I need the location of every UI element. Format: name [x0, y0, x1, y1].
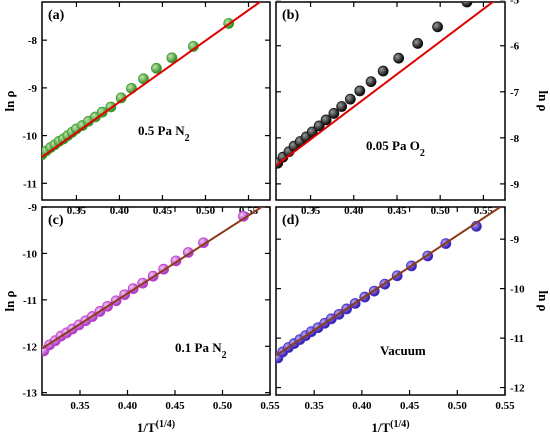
panel-d-x-tick-label: 0.40: [352, 400, 372, 412]
panel-a-tag: (a): [48, 8, 65, 23]
panel-a-plot-area: [42, 2, 262, 161]
panel-b-y-tick-label: -7: [510, 87, 520, 99]
panel-c-y-tick-label: -13: [22, 388, 37, 400]
panel-b-x-tick-label: 0.35: [301, 205, 321, 217]
panel-c-x-tick-label: 0.45: [165, 400, 185, 412]
panel-d-x-tick-label: 0.55: [495, 400, 515, 412]
panel-d-y-tick-label: -9: [510, 234, 520, 246]
panel-c-plot-area: [42, 207, 264, 357]
panel-d-y-tick-label: -12: [510, 383, 525, 395]
panel-b-data-point: [336, 101, 348, 112]
panel-c-y-axis-label: ln ρ: [2, 290, 17, 311]
panel-c-x-tick-label: 0.55: [260, 400, 280, 412]
panel-b-x-tick-label: 0.40: [344, 205, 364, 217]
panel-b-tag: (b): [282, 8, 299, 23]
panel-a-y-tick-label: -8: [28, 35, 38, 47]
panel-b-plot-area: [276, 2, 495, 169]
panel-b-y-axis-label: ln ρ: [536, 90, 550, 111]
panel-b-y-tick-label: -6: [510, 41, 520, 53]
panel-a-x-tick-label: 0.50: [196, 205, 216, 217]
panel-c-x-tick-label: 0.40: [118, 400, 138, 412]
panel-b-data-point: [377, 65, 389, 77]
panel-c-tag: (c): [48, 213, 64, 228]
panel-d-fit-line: [276, 207, 501, 357]
panel-b-data-point: [412, 38, 424, 49]
panel-b-y-tick-label: -9: [510, 179, 520, 191]
panel-b-data-point: [328, 108, 340, 119]
panel-b-y-tick-label: -8: [510, 133, 520, 145]
panel-b-data-point: [344, 93, 356, 105]
panel-d-annotation: Vacuum: [380, 343, 426, 358]
panel-a-data-point: [151, 62, 162, 74]
panel-a-x-tick-label: 0.45: [153, 205, 173, 217]
panel-a-frame: [41, 1, 271, 201]
panel-c-annotation: 0.1 Pa N2: [175, 340, 227, 361]
panel-c-y-tick-label: -10: [22, 248, 37, 260]
panel-a-x-tick-label: 0.35: [67, 205, 87, 217]
panel-a-data-point: [166, 52, 178, 64]
panel-b-y-tick-label: -5: [510, 0, 520, 7]
panel-b-data-point: [365, 76, 377, 88]
panel-b-data-point: [393, 52, 405, 64]
panel-b-data-point: [461, 2, 473, 8]
panel-d-y-axis-label: ln ρ: [536, 290, 550, 311]
panel-d-y-tick-label: -11: [510, 333, 524, 345]
panel-b-data-point: [432, 21, 443, 33]
panel-d-frame: [275, 206, 506, 396]
panel-b-frame: [275, 1, 506, 201]
panel-b-annotation: 0.05 Pa O2: [366, 138, 425, 159]
panel-d-y-tick-label: -10: [510, 284, 525, 296]
panel-b-x-tick-label: 0.45: [387, 205, 407, 217]
panel-a-y-axis-label: ln ρ: [2, 90, 17, 111]
panel-c-y-tick-label: -9: [28, 202, 38, 214]
panel-a-y-tick-label: -10: [22, 131, 37, 143]
panel-c-y-tick-label: -12: [22, 341, 37, 353]
panel-c-x-tick-label: 0.50: [213, 400, 233, 412]
panel-b-data-point: [313, 120, 325, 132]
panel-b-data-point: [354, 85, 366, 97]
panel-b-fit-line: [276, 2, 495, 167]
panel-d-x-axis-label: 1/T(1/4): [371, 419, 409, 436]
panel-d-x-tick-label: 0.35: [305, 400, 325, 412]
panel-a-y-tick-label: -9: [28, 83, 38, 95]
panel-a-annotation: 0.5 Pa N2: [138, 123, 190, 144]
panel-a-data-point: [96, 106, 108, 118]
panel-c-frame: [41, 206, 271, 396]
panel-b-x-tick-label: 0.50: [431, 205, 451, 217]
panel-d-x-tick-label: 0.50: [448, 400, 468, 412]
panel-d-x-tick-label: 0.45: [400, 400, 420, 412]
panel-a-fit-line: [42, 2, 262, 158]
panel-c-y-tick-label: -11: [23, 295, 37, 307]
panel-d-plot-area: [276, 207, 501, 364]
panel-a-y-tick-label: -11: [23, 178, 37, 190]
panel-d-tag: (d): [282, 213, 299, 228]
panel-c-x-axis-label: 1/T(1/4): [137, 419, 175, 436]
panel-a-x-tick-label: 0.40: [110, 205, 130, 217]
panel-c-fit-line: [42, 207, 264, 350]
panel-b-data-point: [320, 114, 332, 126]
panel-c-x-tick-label: 0.35: [70, 400, 90, 412]
